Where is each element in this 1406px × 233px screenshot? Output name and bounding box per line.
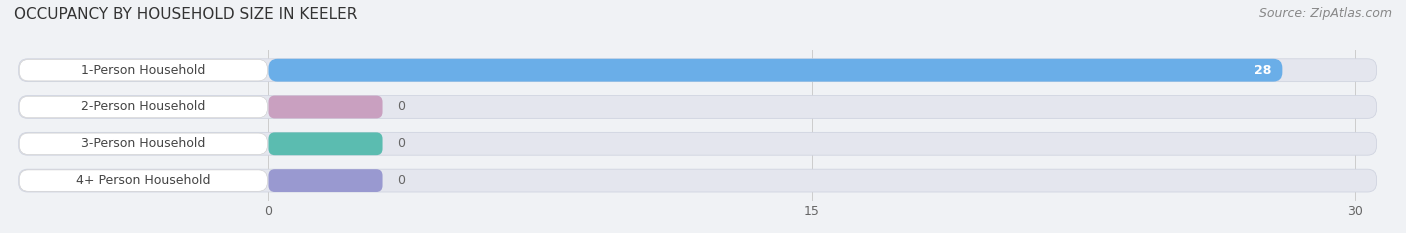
Text: 3-Person Household: 3-Person Household <box>82 137 205 150</box>
FancyBboxPatch shape <box>269 96 382 118</box>
Text: Source: ZipAtlas.com: Source: ZipAtlas.com <box>1258 7 1392 20</box>
FancyBboxPatch shape <box>20 96 267 118</box>
FancyBboxPatch shape <box>20 133 267 154</box>
FancyBboxPatch shape <box>18 59 1376 82</box>
FancyBboxPatch shape <box>269 59 1282 82</box>
Text: 0: 0 <box>396 174 405 187</box>
FancyBboxPatch shape <box>269 132 382 155</box>
FancyBboxPatch shape <box>269 169 382 192</box>
FancyBboxPatch shape <box>18 96 1376 118</box>
FancyBboxPatch shape <box>18 132 1376 155</box>
FancyBboxPatch shape <box>20 59 267 81</box>
Text: 0: 0 <box>396 100 405 113</box>
Text: OCCUPANCY BY HOUSEHOLD SIZE IN KEELER: OCCUPANCY BY HOUSEHOLD SIZE IN KEELER <box>14 7 357 22</box>
FancyBboxPatch shape <box>20 170 267 191</box>
Text: 28: 28 <box>1254 64 1271 77</box>
Text: 4+ Person Household: 4+ Person Household <box>76 174 211 187</box>
Text: 2-Person Household: 2-Person Household <box>82 100 205 113</box>
Text: 0: 0 <box>396 137 405 150</box>
Text: 1-Person Household: 1-Person Household <box>82 64 205 77</box>
FancyBboxPatch shape <box>18 169 1376 192</box>
